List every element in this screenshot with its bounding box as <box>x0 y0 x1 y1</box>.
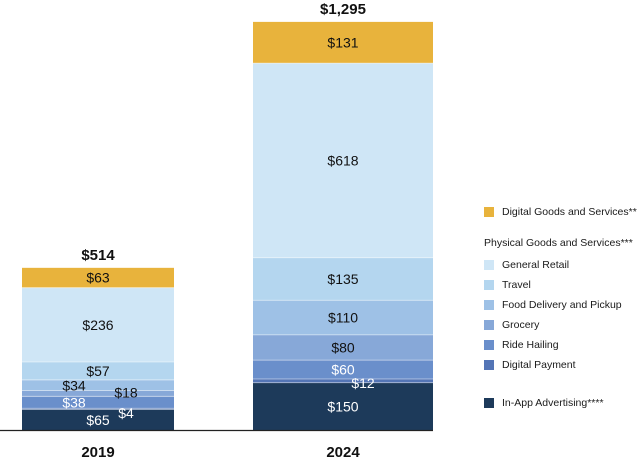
legend-item-grocery: Grocery <box>484 318 539 332</box>
legend-swatch-travel <box>484 280 494 290</box>
legend-swatch-ride-hailing <box>484 340 494 350</box>
data-label-ride-hailing-2019: $38 <box>62 394 86 410</box>
data-label-general-retail-2019: $236 <box>82 317 113 333</box>
chart-legend: Digital Goods and Services** Physical Go… <box>484 0 640 461</box>
legend-header-physical-goods: Physical Goods and Services*** <box>484 237 633 249</box>
legend-item-digital-goods: Digital Goods and Services** <box>484 205 637 219</box>
data-label-digital-goods-and-services-2019: $63 <box>86 270 110 286</box>
legend-label-travel: Travel <box>502 279 531 291</box>
legend-label-digital-goods: Digital Goods and Services** <box>502 206 637 218</box>
data-label-travel-2019: $57 <box>86 363 110 379</box>
legend-label-in-app-advertising: In-App Advertising**** <box>502 397 604 409</box>
legend-label-ride-hailing: Ride Hailing <box>502 339 559 351</box>
total-label-2024: $1,295 <box>320 1 366 18</box>
legend-swatch-digital-payment <box>484 360 494 370</box>
legend-swatch-food-delivery <box>484 300 494 310</box>
bar-segment-digital-payment-2019 <box>22 408 174 410</box>
data-label-food-delivery-and-pickup-2019: $34 <box>62 377 86 393</box>
legend-item-digital-payment: Digital Payment <box>484 358 576 372</box>
bar-segment-in-app-advertising-2024 <box>253 382 433 430</box>
bar-segment-grocery-2019 <box>22 390 174 397</box>
legend-item-ride-hailing: Ride Hailing <box>484 338 559 352</box>
legend-label-food-delivery: Food Delivery and Pickup <box>502 299 622 311</box>
bar-segment-ride-hailing-2019 <box>22 396 174 409</box>
legend-swatch-digital-goods <box>484 207 494 217</box>
bar-segment-travel-2019 <box>22 361 174 380</box>
data-label-grocery-2024: $80 <box>331 340 355 356</box>
legend-label-digital-payment: Digital Payment <box>502 359 576 371</box>
bar-segment-general-retail-2019 <box>22 287 174 362</box>
category-label-2024: 2024 <box>326 444 360 461</box>
bar-segment-general-retail-2024 <box>253 63 433 258</box>
legend-item-general-retail: General Retail <box>484 258 569 272</box>
legend-swatch-general-retail <box>484 260 494 270</box>
data-label-general-retail-2024: $618 <box>327 152 358 168</box>
data-label-digital-payment-2024: $12 <box>351 375 375 391</box>
bar-segment-food-delivery-and-pickup-2019 <box>22 379 174 391</box>
data-label-travel-2024: $135 <box>327 271 358 287</box>
legend-label-general-retail: General Retail <box>502 259 570 271</box>
bar-segment-digital-goods-and-services-2019 <box>22 267 174 288</box>
data-label-ride-hailing-2024: $60 <box>331 362 355 378</box>
legend-label-grocery: Grocery <box>502 319 540 331</box>
bar-segment-grocery-2024 <box>253 334 433 361</box>
data-label-in-app-advertising-2024: $150 <box>327 398 358 414</box>
data-label-grocery-2019: $18 <box>114 385 138 401</box>
bar-segment-digital-payment-2024 <box>253 378 433 383</box>
data-label-in-app-advertising-2019: $65 <box>86 412 110 428</box>
total-label-2019: $514 <box>81 247 115 264</box>
data-label-food-delivery-and-pickup-2024: $110 <box>328 310 358 326</box>
bar-segment-ride-hailing-2024 <box>253 360 433 379</box>
bar-segment-travel-2024 <box>253 257 433 301</box>
bar-segment-food-delivery-and-pickup-2024 <box>253 300 433 335</box>
category-label-2019: 2019 <box>81 444 114 461</box>
legend-item-travel: Travel <box>484 278 531 292</box>
bar-segment-in-app-advertising-2019 <box>22 409 174 430</box>
data-label-digital-payment-2019: $4 <box>118 405 134 421</box>
data-label-digital-goods-and-services-2024: $131 <box>327 35 358 51</box>
legend-item-in-app-advertising: In-App Advertising**** <box>484 396 604 410</box>
bar-segment-digital-goods-and-services-2024 <box>253 21 433 64</box>
legend-item-food-delivery: Food Delivery and Pickup <box>484 298 622 312</box>
legend-swatch-grocery <box>484 320 494 330</box>
legend-swatch-in-app-advertising <box>484 398 494 408</box>
